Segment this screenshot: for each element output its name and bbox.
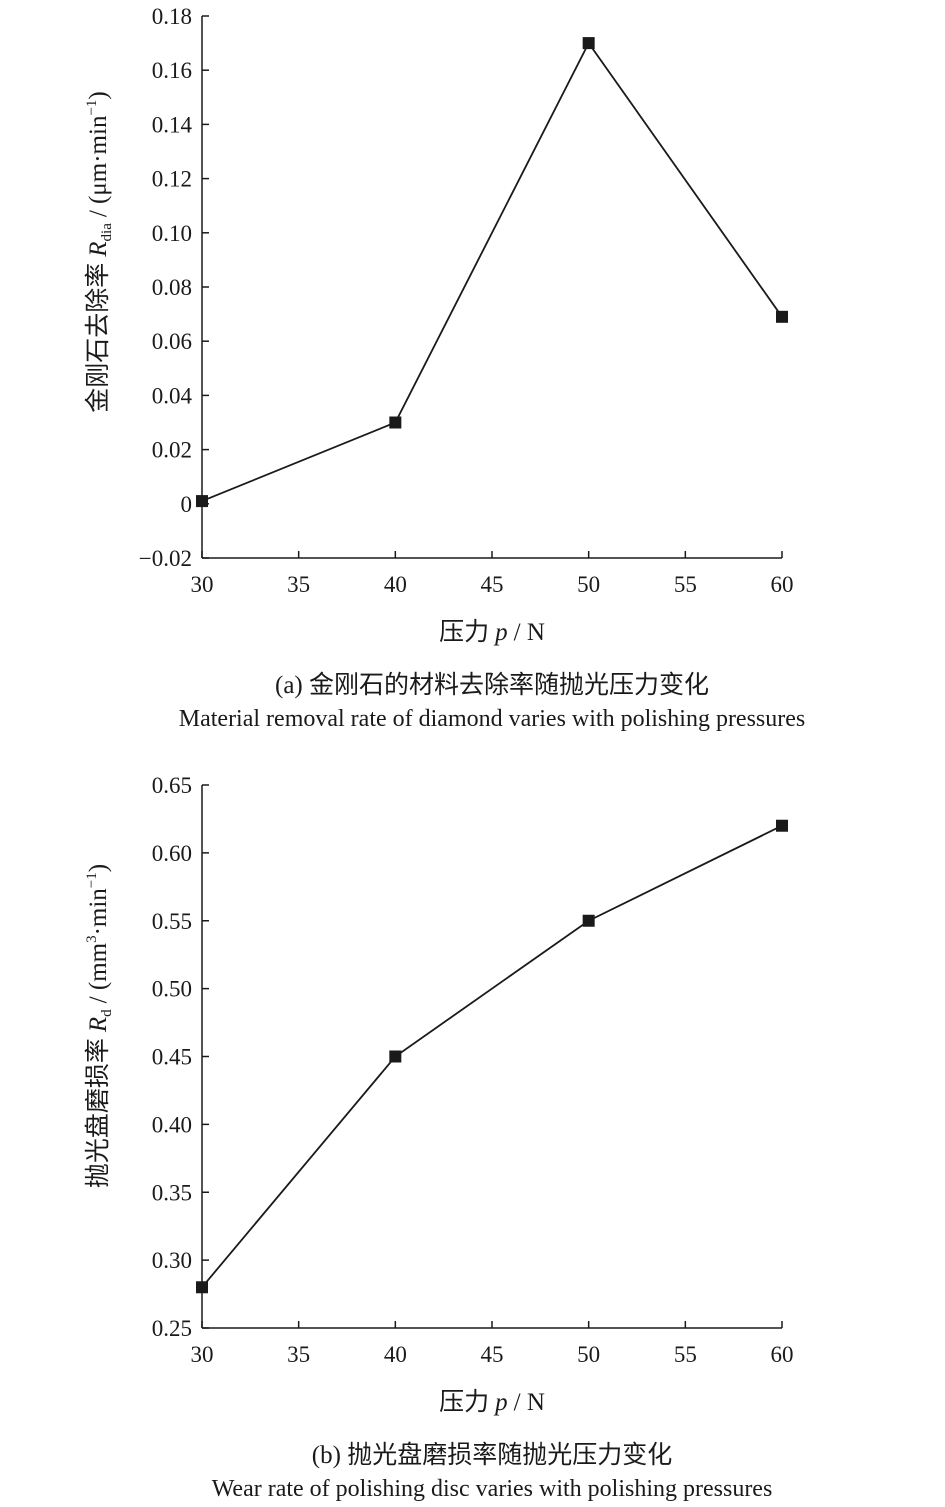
- chart-a-ylabel-main: 金刚石去除率: [84, 263, 112, 413]
- chart-a-caption-cn: (a) 金刚石的材料去除率随抛光压力变化: [275, 671, 709, 699]
- chart-a-caption-en: Material removal rate of diamond varies …: [179, 706, 806, 732]
- chart-a-x-axis-title: 压力 p / N: [439, 618, 545, 646]
- chart-b-plot-area: 30 35 40 45 50 55 60 0.250.300.350.400.450.500…: [152, 773, 794, 1367]
- chart-a-y-tick-label: 0.06: [152, 329, 192, 354]
- chart-a-y-tick-label: 0.08: [152, 275, 192, 300]
- chart-a-x-tick-label: 35: [287, 572, 310, 597]
- chart-a-x-tick-label: 50: [577, 572, 600, 597]
- chart-b-x-tick-label: 40: [384, 1342, 407, 1367]
- chart-b-ylabel-var: R: [85, 1017, 112, 1033]
- chart-b-x-tick-label: 60: [771, 1342, 794, 1367]
- chart-b-x-tick-label: 45: [481, 1342, 504, 1367]
- chart-b-x-ticks: 30 35 40 45 50 55 60: [191, 1321, 794, 1367]
- chart-a-series: [196, 37, 788, 508]
- chart-b-x-tick-label: 55: [674, 1342, 697, 1367]
- chart-b-caption-cn: (b) 抛光盘磨损率随抛光压力变化: [312, 1441, 672, 1469]
- chart-a-x-tick-label: 30: [191, 572, 214, 597]
- chart-b-ylabel-unit2: ·min: [85, 888, 112, 936]
- chart-a-y-tick-label: 0.14: [152, 112, 193, 137]
- chart-a-y-tick-label: 0.10: [152, 221, 192, 246]
- chart-b-x-axis-title: 压力 p / N: [439, 1388, 545, 1416]
- chart-b-ylabel-unit: / (mm: [85, 942, 112, 1003]
- chart-a-data-point: [389, 416, 402, 429]
- chart-b-xlabel-main: 压力: [439, 1388, 489, 1416]
- chart-a-y-tick-label: 0.04: [152, 383, 193, 408]
- chart-b-y-tick-label: 0.25: [152, 1316, 192, 1341]
- chart-b-caption-en: Wear rate of polishing disc varies with …: [212, 1476, 773, 1502]
- chart-a-y-axis-title: 金刚石去除率 Rdia / (μm·min−1): [84, 91, 115, 413]
- chart-b-x-tick-label: 50: [577, 1342, 600, 1367]
- chart-b-ylabel-close: ): [85, 864, 112, 872]
- chart-a-xlabel-unit: / N: [514, 619, 545, 646]
- chart-b-y-axis-title: 抛光盘磨损率 Rd / (mm3·min−1): [84, 864, 115, 1188]
- chart-b-y-tick-label: 0.45: [152, 1045, 192, 1070]
- chart-a-x-tick-label: 60: [771, 572, 794, 597]
- chart-a-x-ticks: 30 35 40 45 50 55 60: [191, 551, 794, 597]
- chart-b-ylabel-sub: d: [99, 1009, 115, 1017]
- chart-b-x-tick-label: 30: [191, 1342, 214, 1367]
- chart-a-y-ticks: −0.02 0 0.02 0.04 0.06 0.08 0.10 0.12 0.14 0.16 0.…: [139, 4, 209, 571]
- chart-a-data-point: [776, 310, 788, 323]
- chart-a-diamond-removal-rate: 30 35 40 45 50 55 60 −0.02 0 0.02 0.04 0.06 0.08 0.1…: [84, 4, 805, 732]
- chart-a-xlabel-var: p: [493, 619, 508, 646]
- chart-a-series-line: [201, 41, 783, 502]
- chart-b-disc-wear-rate: 30 35 40 45 50 55 60 0.250.300.350.400.450.500…: [84, 773, 794, 1502]
- chart-a-y-tick-label: 0.16: [152, 58, 192, 83]
- chart-b-xlabel-var: p: [493, 1389, 508, 1416]
- chart-b-y-tick-label: 0.65: [152, 773, 192, 798]
- chart-b-x-tick-label: 35: [287, 1342, 310, 1367]
- chart-b-y-tick-label: 0.55: [152, 909, 192, 934]
- chart-b-y-ticks: 0.25 0.30 0.35 0.40 0.45 0.50 0.55 0.60 0.65: [152, 773, 209, 1341]
- chart-a-xlabel-main: 压力: [439, 618, 489, 646]
- chart-b-y-tick-label: 0.35: [152, 1180, 192, 1205]
- chart-a-x-tick-label: 55: [674, 572, 697, 597]
- chart-a-data-point: [196, 495, 208, 508]
- chart-b-series-line: [201, 824, 783, 1288]
- chart-b-y-tick-label: 0.30: [152, 1248, 192, 1273]
- chart-a-x-tick-label: 45: [481, 572, 504, 597]
- chart-b-data-point: [196, 1281, 208, 1294]
- chart-b-ylabel-main: 抛光盘磨损率: [84, 1038, 112, 1188]
- chart-b-y-tick-label: 0.40: [152, 1112, 192, 1137]
- chart-a-x-tick-label: 40: [384, 572, 407, 597]
- chart-b-data-point: [389, 1050, 402, 1063]
- chart-b-series: [196, 819, 788, 1294]
- chart-a-plot-area: 30 35 40 45 50 55 60 −0.02 0 0.02 0.04 0.06 0.08 0.1…: [139, 4, 794, 597]
- chart-a-y-tick-label: 0.02: [152, 438, 192, 463]
- chart-a-ylabel-sup: −1: [84, 100, 100, 116]
- chart-a-y-tick-label: 0.18: [152, 4, 192, 29]
- chart-a-ylabel-sub: dia: [99, 223, 115, 242]
- chart-a-y-tick-label: −0.02: [139, 546, 192, 571]
- chart-a-y-tick-label: 0.12: [152, 167, 192, 192]
- chart-b-y-tick-label: 0.50: [152, 977, 192, 1002]
- chart-b-ylabel-sup2: −1: [84, 872, 100, 888]
- chart-b-data-point: [582, 914, 595, 927]
- chart-a-ylabel-unit: / (μm·min: [85, 115, 112, 217]
- chart-a-ylabel-close: ): [85, 91, 112, 99]
- chart-b-data-point: [776, 819, 788, 832]
- chart-b-ylabel-sup: 3: [84, 935, 100, 943]
- chart-a-y-tick-label: 0: [181, 492, 193, 517]
- chart-a-data-point: [582, 37, 595, 50]
- chart-a-ylabel-var: R: [85, 241, 112, 257]
- chart-b-y-tick-label: 0.60: [152, 841, 192, 866]
- chart-b-xlabel-unit: / N: [514, 1389, 545, 1416]
